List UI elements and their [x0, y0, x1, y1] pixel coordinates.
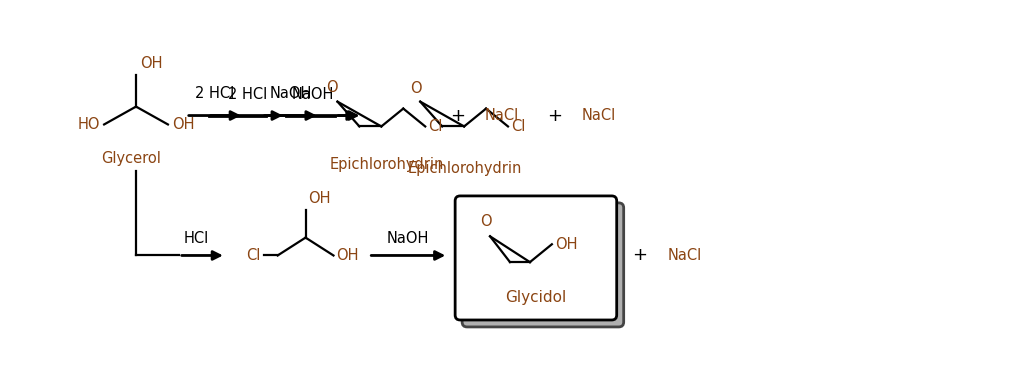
Text: OH: OH	[172, 117, 195, 132]
Text: O: O	[481, 214, 492, 229]
Text: OH: OH	[555, 237, 577, 252]
Text: 2 HCl: 2 HCl	[195, 86, 234, 101]
Text: NaOH: NaOH	[270, 86, 311, 101]
Text: 2 HCl: 2 HCl	[227, 87, 267, 102]
Text: NaOH: NaOH	[387, 230, 430, 246]
Text: Cl: Cl	[245, 248, 261, 263]
Text: NaCl: NaCl	[485, 108, 519, 123]
FancyBboxPatch shape	[462, 203, 624, 327]
Text: +: +	[632, 246, 647, 265]
Text: HO: HO	[78, 117, 100, 132]
Text: +: +	[548, 106, 563, 125]
Text: Epichlorohydrin: Epichlorohydrin	[408, 161, 522, 175]
Text: O: O	[325, 80, 338, 95]
Text: OH: OH	[337, 248, 359, 263]
Text: Cl: Cl	[511, 119, 525, 134]
Text: +: +	[449, 106, 464, 125]
Text: O: O	[411, 81, 422, 96]
Text: Cl: Cl	[428, 119, 442, 134]
Text: HCl: HCl	[184, 230, 209, 246]
Text: NaOH: NaOH	[291, 87, 334, 102]
Text: OH: OH	[140, 56, 162, 71]
FancyBboxPatch shape	[455, 196, 617, 320]
Text: Glycidol: Glycidol	[505, 290, 567, 305]
Text: NaCl: NaCl	[582, 108, 617, 123]
Text: Glycerol: Glycerol	[101, 151, 161, 166]
Text: Epichlorohydrin: Epichlorohydrin	[330, 157, 443, 172]
Text: OH: OH	[308, 191, 331, 206]
Text: NaCl: NaCl	[667, 248, 702, 263]
